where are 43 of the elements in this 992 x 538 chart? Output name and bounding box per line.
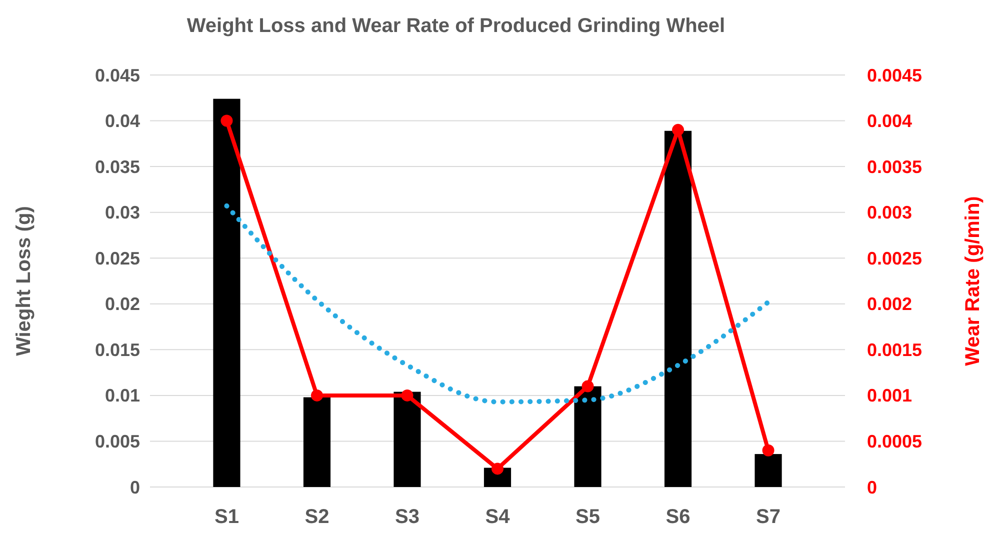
y-tick-label: 0 bbox=[130, 477, 140, 498]
chart-title: Weight Loss and Wear Rate of Produced Grinding Wheel bbox=[186, 15, 726, 37]
y2-tick-label: 0.002 bbox=[867, 294, 912, 314]
y-tick-label: 0.01 bbox=[104, 386, 140, 406]
y-tick-label: 0.03 bbox=[104, 202, 140, 223]
y-tick-label: 0.02 bbox=[104, 294, 140, 314]
point bbox=[582, 380, 594, 392]
x-tick-label: S6 bbox=[666, 506, 690, 528]
y-tick-label: 0.04 bbox=[104, 111, 140, 132]
x-tick-label: S2 bbox=[304, 506, 330, 528]
y2-tick-label: 0.004 bbox=[867, 111, 912, 132]
bar bbox=[213, 98, 240, 487]
x-tick-label: S1 bbox=[214, 506, 239, 528]
point bbox=[310, 389, 323, 402]
y-tick-label: 0.005 bbox=[94, 432, 140, 452]
point bbox=[220, 114, 233, 127]
x-tick-label: S3 bbox=[395, 506, 420, 528]
bar bbox=[574, 386, 602, 487]
bar bbox=[394, 392, 421, 487]
bar bbox=[303, 397, 331, 487]
y-tick-label: 0.015 bbox=[94, 340, 140, 360]
y2-tick-label: 0.0005 bbox=[867, 432, 922, 452]
y2-tick-label: 0.0045 bbox=[867, 65, 922, 86]
x-tick-label: S5 bbox=[576, 506, 600, 528]
y-tick-label: 0.025 bbox=[94, 248, 140, 268]
x-tick-label: S4 bbox=[485, 506, 511, 528]
y2-tick-label: 0 bbox=[867, 477, 878, 498]
y-tick-label: 0.035 bbox=[94, 156, 140, 177]
point bbox=[672, 124, 684, 136]
bar bbox=[664, 130, 692, 487]
y2-axis-title: Wear Rate (g/min) bbox=[962, 196, 984, 366]
y2-tick-label: 0.0035 bbox=[867, 156, 922, 177]
y-tick-label: 0.045 bbox=[94, 65, 140, 86]
point bbox=[492, 462, 504, 475]
y2-tick-label: 0.0025 bbox=[867, 248, 922, 268]
x-tick-label: S7 bbox=[756, 506, 781, 528]
y2-tick-label: 0.0015 bbox=[867, 340, 922, 360]
y2-tick-label: 0.003 bbox=[867, 202, 912, 223]
point bbox=[401, 389, 414, 402]
bar bbox=[754, 454, 782, 487]
point bbox=[762, 444, 774, 456]
y-axis-title: Wieght Loss (g) bbox=[13, 206, 35, 356]
y2-tick-label: 0.001 bbox=[867, 386, 912, 406]
